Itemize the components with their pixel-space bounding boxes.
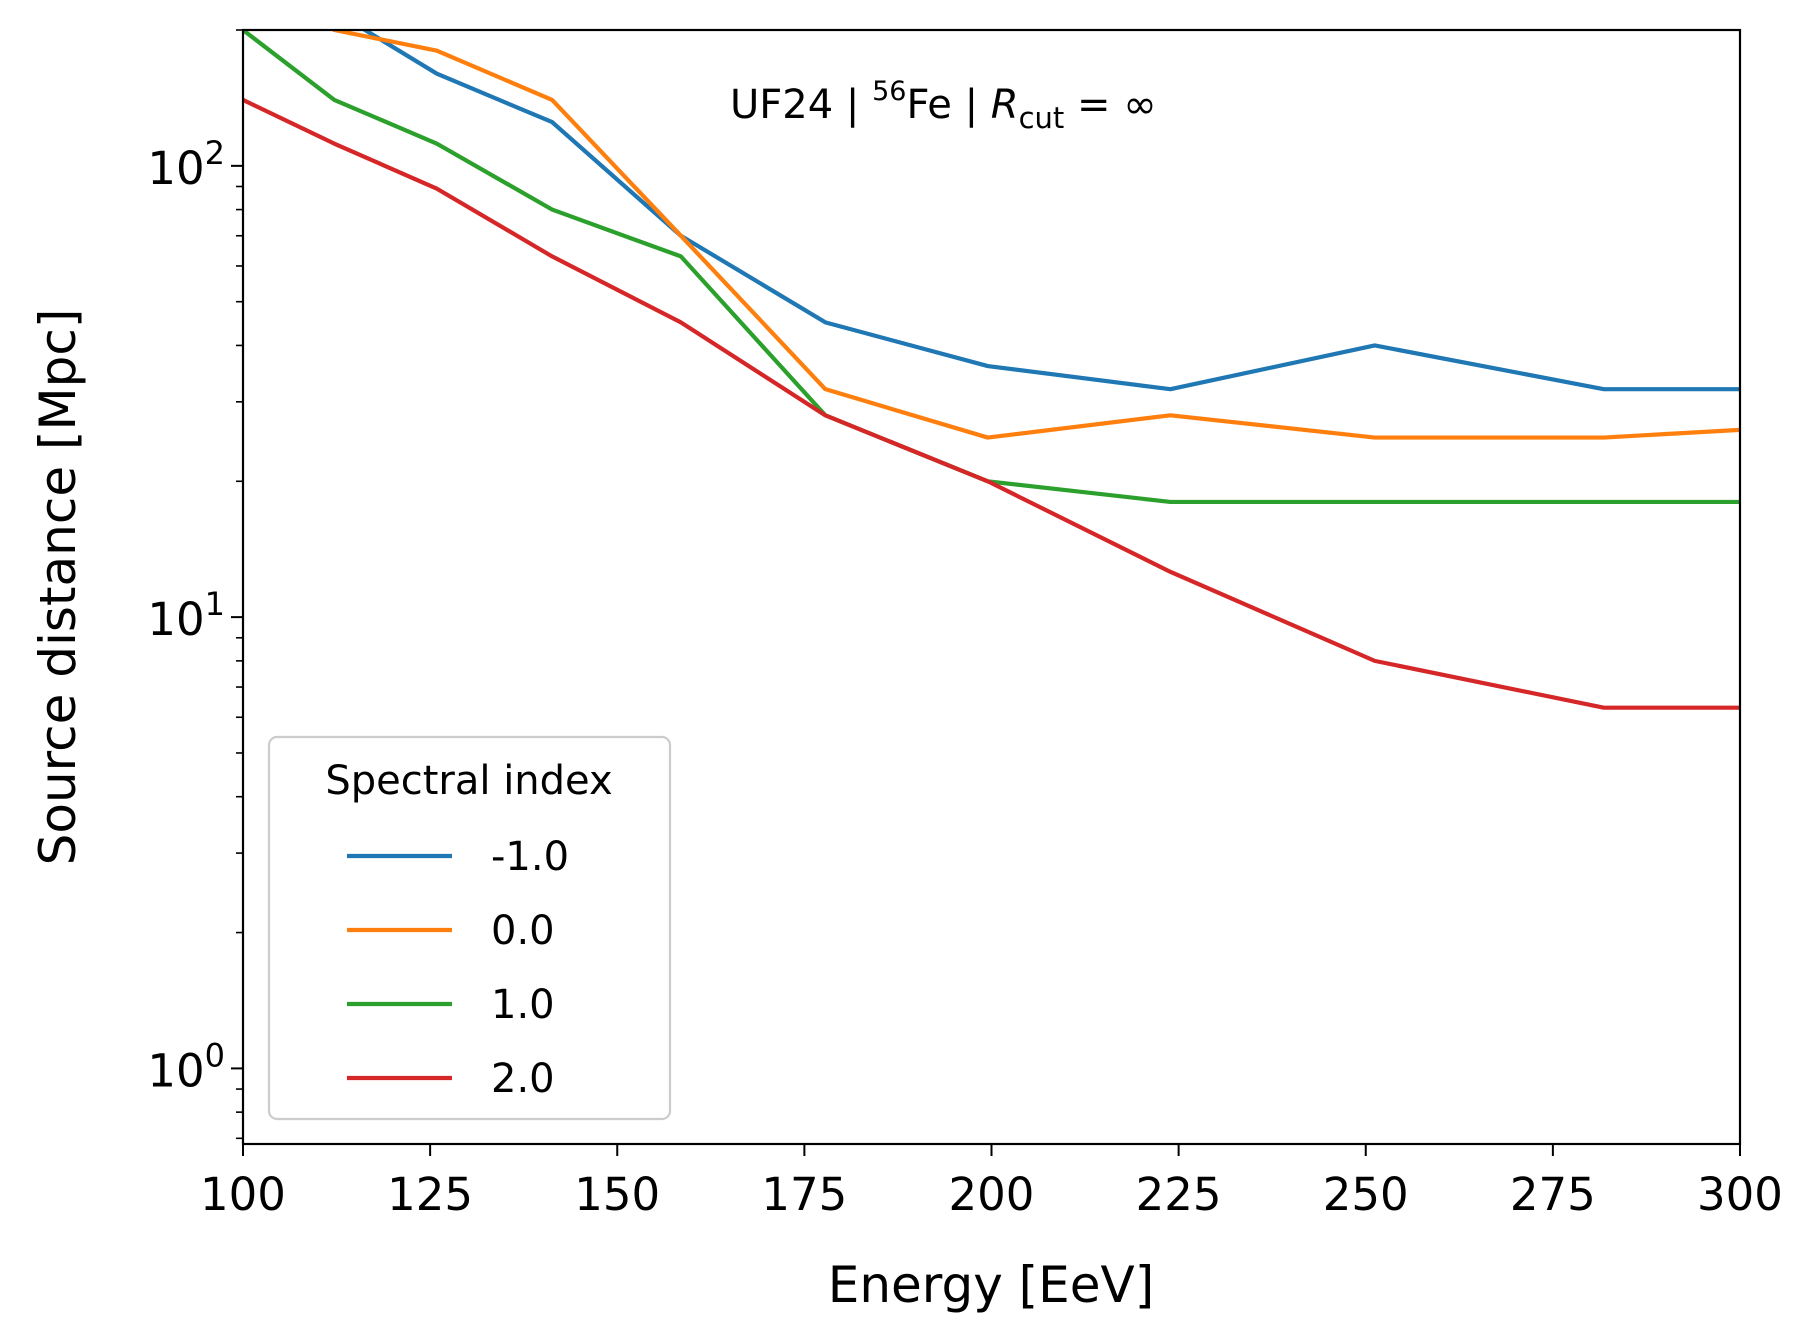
y-axis-label: Source distance [Mpc] (29, 309, 87, 866)
x-axis-label: Energy [EeV] (828, 1256, 1155, 1314)
legend-label-3: 2.0 (491, 1056, 555, 1102)
legend-title: Spectral index (325, 758, 612, 804)
legend: Spectral index -1.0 0.0 1.0 2.0 (269, 737, 670, 1119)
x-tick-label: 175 (761, 1168, 847, 1221)
legend-label-0: -1.0 (491, 834, 569, 880)
x-tick-label: 125 (387, 1168, 473, 1221)
x-tick-label: 300 (1697, 1168, 1783, 1221)
x-tick-label: 275 (1510, 1168, 1596, 1221)
x-tick-label: 225 (1136, 1168, 1222, 1221)
legend-label-2: 1.0 (491, 982, 555, 1028)
x-tick-label: 150 (574, 1168, 660, 1221)
x-tick-label: 250 (1323, 1168, 1409, 1221)
chart-title: UF24 | 56Fe | Rcut = ∞ (730, 76, 1157, 135)
x-tick-label: 100 (200, 1168, 286, 1221)
x-tick-label: 200 (949, 1168, 1035, 1221)
legend-label-1: 0.0 (491, 908, 555, 954)
